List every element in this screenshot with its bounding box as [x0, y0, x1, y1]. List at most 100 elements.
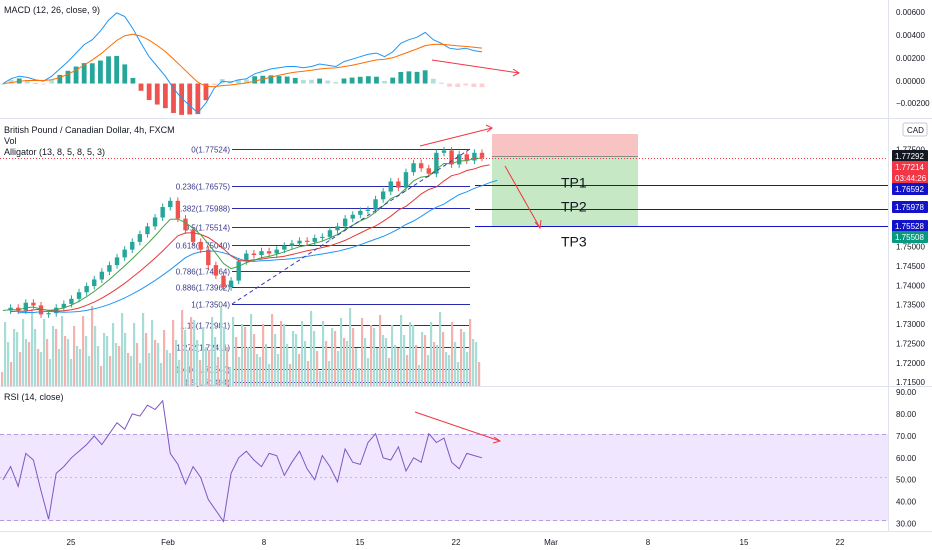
candle-body [472, 152, 477, 161]
rsi-band [0, 434, 888, 521]
volume-bar [283, 324, 286, 386]
volume-bar [184, 330, 187, 386]
volume-bar [1, 372, 4, 386]
volume-bar [43, 319, 46, 386]
rsi-axis-tick: 40.00 [896, 498, 917, 507]
candle-body [456, 154, 462, 165]
candle-body [358, 210, 363, 215]
alligator-teeth-line [10, 164, 490, 313]
volume-bar [418, 365, 421, 386]
volume-bar [331, 328, 334, 386]
currency-badge[interactable] [902, 122, 928, 137]
candle-body [228, 280, 234, 288]
macd-histogram-bar [49, 80, 55, 84]
volume-bar [31, 309, 34, 386]
volume-bar [121, 313, 124, 386]
time-axis-tick: Mar [544, 538, 558, 547]
volume-bar [472, 339, 475, 386]
volume-bar [373, 328, 376, 386]
volume-bar [205, 347, 208, 386]
volume-bar [22, 319, 25, 386]
volume-bar [385, 338, 388, 386]
volume-bar [268, 364, 271, 386]
candle-body [464, 154, 469, 161]
macd-axis-tick: 0.00400 [896, 31, 925, 40]
fib-level-label: 0.5(1.75514) [185, 224, 231, 233]
volume-bar [289, 364, 292, 386]
candle-body [84, 286, 89, 293]
volume-bar [88, 356, 91, 386]
candle-body [236, 261, 241, 281]
volume-bar [94, 326, 97, 386]
volume-bar [97, 346, 100, 386]
volume-bar [376, 348, 379, 386]
price-axis-tick: 1.73000 [896, 320, 925, 329]
candle-body [160, 207, 165, 218]
volume-bar [409, 322, 412, 386]
time-axis-tick: 22 [452, 538, 461, 547]
volume-bar [256, 354, 259, 386]
volume-bar [352, 328, 355, 386]
indicator-lines [2, 12, 498, 523]
volume-bar [250, 314, 253, 386]
volume-bar [295, 334, 298, 386]
price-tag-label: 03:44:26 [895, 174, 927, 183]
macd-histogram-bar [211, 83, 217, 86]
candle-body [403, 172, 409, 188]
take-profit-label: TP3 [561, 234, 587, 250]
volume-bar [406, 355, 409, 386]
arrow-head-icon [485, 124, 493, 133]
macd-histogram-bar [171, 83, 176, 113]
volume-bar [163, 330, 166, 386]
volume-bar [433, 342, 436, 386]
macd-histogram-bar [106, 56, 111, 84]
fib-level-label: 0(1.77524) [191, 146, 230, 155]
candle-body [31, 302, 36, 306]
candle-body [297, 240, 302, 244]
volume-bar [40, 352, 43, 386]
candle-body [388, 181, 393, 192]
volume-bar [61, 316, 64, 386]
alligator-lips-line [2, 157, 483, 311]
volume-bar [169, 353, 172, 386]
volume-bar [340, 318, 343, 386]
volume-histogram [1, 306, 481, 386]
macd-histogram-bar [309, 79, 314, 84]
macd-histogram-bar [98, 60, 103, 84]
macd-histogram-bar [236, 79, 241, 84]
volume-bar [310, 311, 313, 386]
macd-histogram-bar [300, 80, 306, 84]
fib-level-label: 0.618(1.75040) [176, 242, 231, 251]
volume-bar [400, 315, 403, 386]
volume-bar [37, 349, 40, 386]
volume-bar [370, 325, 373, 386]
volume-bar [133, 323, 136, 386]
price-tag-label: 1.77214 [895, 163, 924, 172]
volume-bar [442, 332, 445, 386]
volume-bar [241, 324, 244, 386]
volume-bar [196, 340, 199, 386]
price-axis-tick: 1.72500 [896, 339, 925, 348]
macd-histogram-bar [8, 79, 14, 84]
macd-histogram-bar [24, 80, 30, 84]
macd-histogram-bar [406, 71, 412, 84]
divergence-arrows [414, 59, 542, 444]
candle-body [221, 275, 226, 288]
macd-histogram-bar [252, 76, 258, 84]
candle-body [380, 191, 386, 200]
volume-bar [148, 353, 151, 386]
price-tag-label: 1.77292 [895, 152, 924, 161]
macd-histogram-bar [325, 80, 331, 84]
volume-bar [304, 341, 307, 386]
macd-histogram-bar [146, 83, 152, 101]
price-tag-label: 1.75508 [895, 233, 924, 242]
macd-histogram-bar [382, 80, 387, 84]
macd-histogram-bar [73, 66, 79, 84]
volume-bar [211, 317, 214, 386]
volume-bar [67, 339, 70, 386]
macd-histogram-bar [276, 76, 282, 84]
volume-bar [112, 323, 115, 386]
macd-histogram-bar [317, 78, 323, 84]
fib-level-label: 1.13(1.72981) [180, 322, 230, 331]
